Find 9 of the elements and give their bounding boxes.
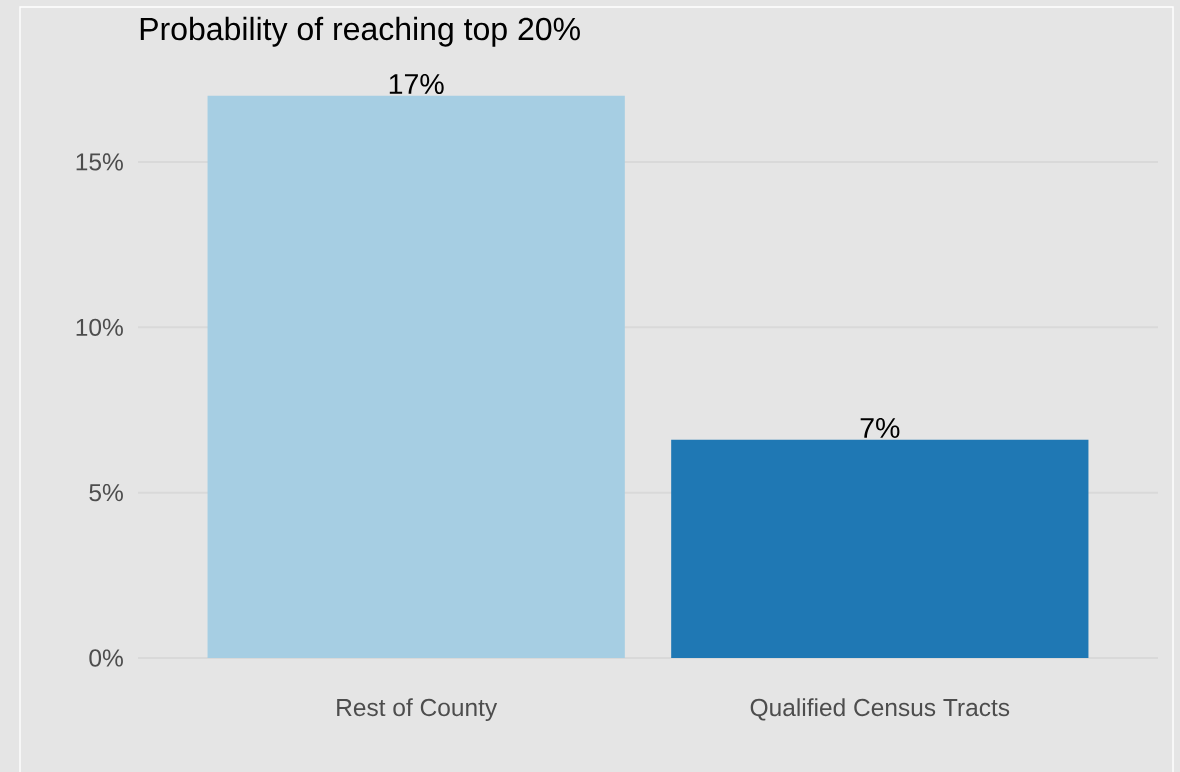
x-tick-label: Rest of County — [337, 698, 498, 722]
y-tick-label: 15% — [76, 153, 123, 171]
y-tick-label: 0% — [89, 649, 123, 667]
y-tick-label: 5% — [89, 484, 123, 502]
chart-title: Probability of reaching top 20% — [140, 16, 580, 47]
data-label: 17% — [389, 74, 444, 95]
data-label: 7% — [860, 417, 900, 438]
x-tick-label: Qualified Census Tracts — [750, 698, 1010, 721]
y-tick-label: 10% — [76, 318, 123, 336]
